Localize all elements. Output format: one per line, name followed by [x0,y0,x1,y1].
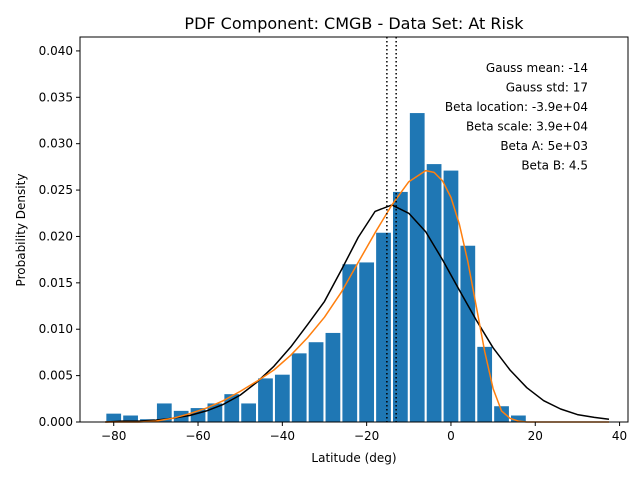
y-axis-label: Probability Density [14,174,28,287]
chart-title: PDF Component: CMGB - Data Set: At Risk [184,14,524,33]
histogram-bar-9 [241,403,256,422]
histogram-bar-20 [426,164,442,423]
histogram-bar-13 [308,342,324,422]
x-axis-label: Latitude (deg) [311,451,396,465]
fit-parameters-text: Gauss mean: -14 Gauss std: 17 Beta locatio… [445,61,588,173]
x-tick-label: 40 [612,429,627,443]
fit-parameter-2: Gauss std: 17 [506,81,588,95]
x-tick-label: 20 [528,429,543,443]
axes-frame [79,36,629,423]
y-tick-label: 0.025 [39,183,73,197]
histogram-bar-18 [392,191,408,422]
fit-parameter-4: Beta scale: 3.9e+04 [466,120,588,134]
fit-parameter-1: Gauss mean: -14 [486,61,588,75]
x-axis-ticks: −80 −60 −40 −20 0 20 40 [101,422,627,443]
fit-parameter-6: Beta B: 4.5 [521,159,588,173]
gaussian-fit-line [105,204,610,423]
histogram-bar-24 [494,406,509,422]
y-tick-label: 0.040 [39,44,73,58]
y-tick-label: 0.030 [39,137,73,151]
histogram-bar-10 [258,378,273,422]
histogram-bar-23 [477,346,493,422]
y-tick-label: 0.035 [39,90,73,104]
histogram-bar-11 [274,374,290,422]
histogram-bar-22 [460,245,476,422]
histogram-bar-2 [123,415,138,422]
vertical-markers [386,37,397,422]
y-axis-ticks: 0.000 0.005 0.010 0.015 0.020 0.025 0.030 0.035… [39,44,80,429]
histogram-bar-12 [291,353,307,422]
plot-area [79,36,629,423]
histogram-bar-25 [511,415,526,422]
histogram-bars [106,113,526,423]
histogram-bar-19 [409,113,425,422]
histogram-bar-4 [156,403,172,422]
histogram-bar-1 [106,413,122,422]
histogram-bar-16 [359,262,375,422]
beta-fit-line [105,169,609,423]
y-tick-label: 0.005 [39,369,73,383]
x-tick-label: −80 [101,429,126,443]
x-tick-label: 0 [447,429,455,443]
fit-curves [105,169,610,423]
x-tick-label: −60 [185,429,210,443]
x-tick-label: −40 [270,429,295,443]
histogram-bar-15 [342,264,358,422]
x-tick-label: −20 [354,429,379,443]
histogram-bar-7 [207,403,223,422]
y-tick-label: 0.010 [39,322,73,336]
histogram-bar-17 [376,232,391,422]
fit-parameter-3: Beta location: -3.9e+04 [445,100,588,114]
histogram-bar-21 [443,170,459,422]
fit-parameter-5: Beta A: 5e+03 [500,139,588,153]
y-tick-label: 0.020 [39,229,73,243]
y-tick-label: 0.015 [39,276,73,290]
histogram-bar-14 [325,332,341,422]
y-tick-label: 0.000 [39,415,73,429]
